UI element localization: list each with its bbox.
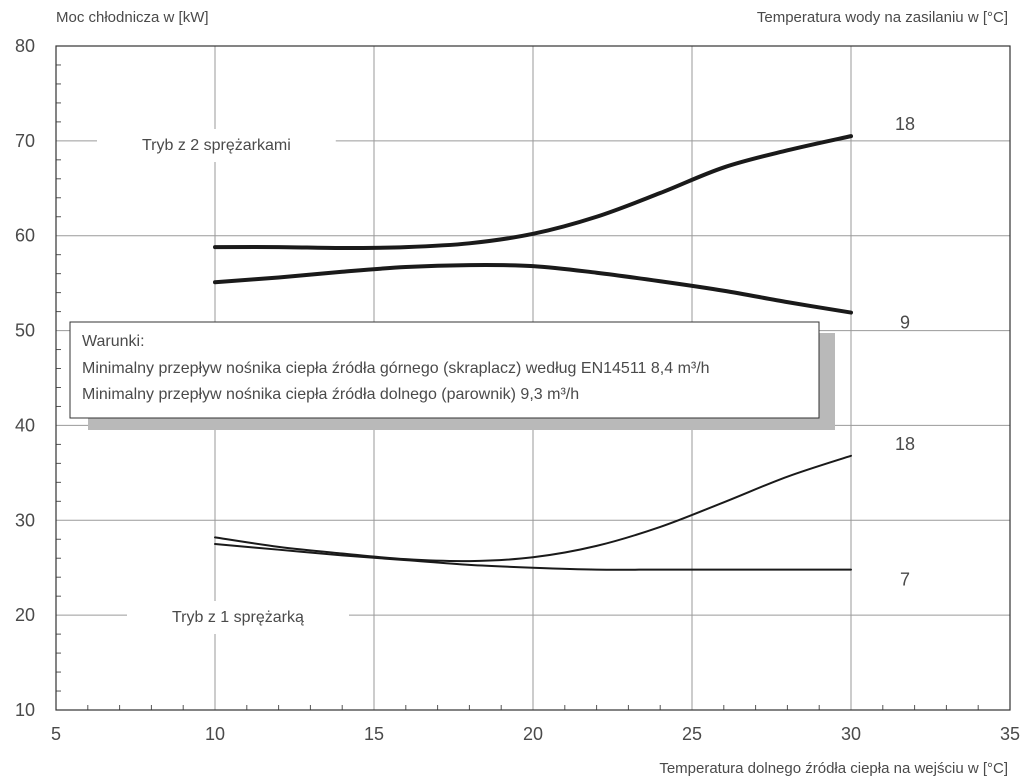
series-labels: 18 9 18 7 bbox=[895, 114, 915, 589]
x-tick-label: 20 bbox=[523, 724, 543, 744]
x-axis-title: Temperatura dolnego źródła ciepła na wej… bbox=[659, 760, 1008, 777]
x-tick-label: 30 bbox=[841, 724, 861, 744]
annotation-one-compressor-bg bbox=[127, 601, 349, 634]
plot-frame bbox=[55, 45, 1011, 711]
series-label-0: 18 bbox=[895, 114, 915, 134]
series-line-2 bbox=[214, 454, 852, 563]
series-label-1: 9 bbox=[900, 313, 910, 333]
series-line-0 bbox=[213, 134, 853, 251]
series-label-2: 18 bbox=[895, 434, 915, 454]
y-axis-title: Moc chłodnicza w [kW] bbox=[56, 9, 209, 26]
annotation-one-compressor: Tryb z 1 sprężarką bbox=[172, 609, 304, 626]
conditions-box bbox=[69, 321, 820, 419]
x-tick-label: 5 bbox=[51, 724, 61, 744]
legend-title: Temperatura wody na zasilaniu w [°C] bbox=[757, 9, 1008, 26]
y-tick-label: 10 bbox=[15, 700, 35, 720]
x-tick-label: 10 bbox=[205, 724, 225, 744]
y-tick-label: 20 bbox=[15, 605, 35, 625]
annotation-two-compressors: Tryb z 2 sprężarkami bbox=[142, 137, 291, 154]
x-tick-label: 25 bbox=[682, 724, 702, 744]
y-tick-label: 30 bbox=[15, 510, 35, 530]
x-tick-label: 35 bbox=[1000, 724, 1020, 744]
conditions-title: Warunki: bbox=[82, 333, 145, 350]
series-line-3 bbox=[214, 543, 852, 571]
y-tick-label: 50 bbox=[15, 321, 35, 341]
annotation-two-compressors-bg bbox=[97, 129, 336, 162]
conditions-line-1: Minimalny przepływ nośnika ciepła źródła… bbox=[82, 360, 710, 377]
series-label-3: 7 bbox=[900, 570, 910, 590]
y-tick-label: 40 bbox=[15, 415, 35, 435]
y-tick-label: 80 bbox=[15, 36, 35, 56]
y-tick-label: 60 bbox=[15, 226, 35, 246]
conditions-line-2: Minimalny przepływ nośnika ciepła źródła… bbox=[82, 386, 579, 403]
x-tick-label: 15 bbox=[364, 724, 384, 744]
series-line-1 bbox=[213, 263, 853, 315]
tick-labels: 5 10 15 20 25 30 35 10 20 30 40 50 60 70 80 bbox=[15, 36, 1020, 744]
y-tick-label: 70 bbox=[15, 131, 35, 151]
curves bbox=[213, 134, 853, 571]
